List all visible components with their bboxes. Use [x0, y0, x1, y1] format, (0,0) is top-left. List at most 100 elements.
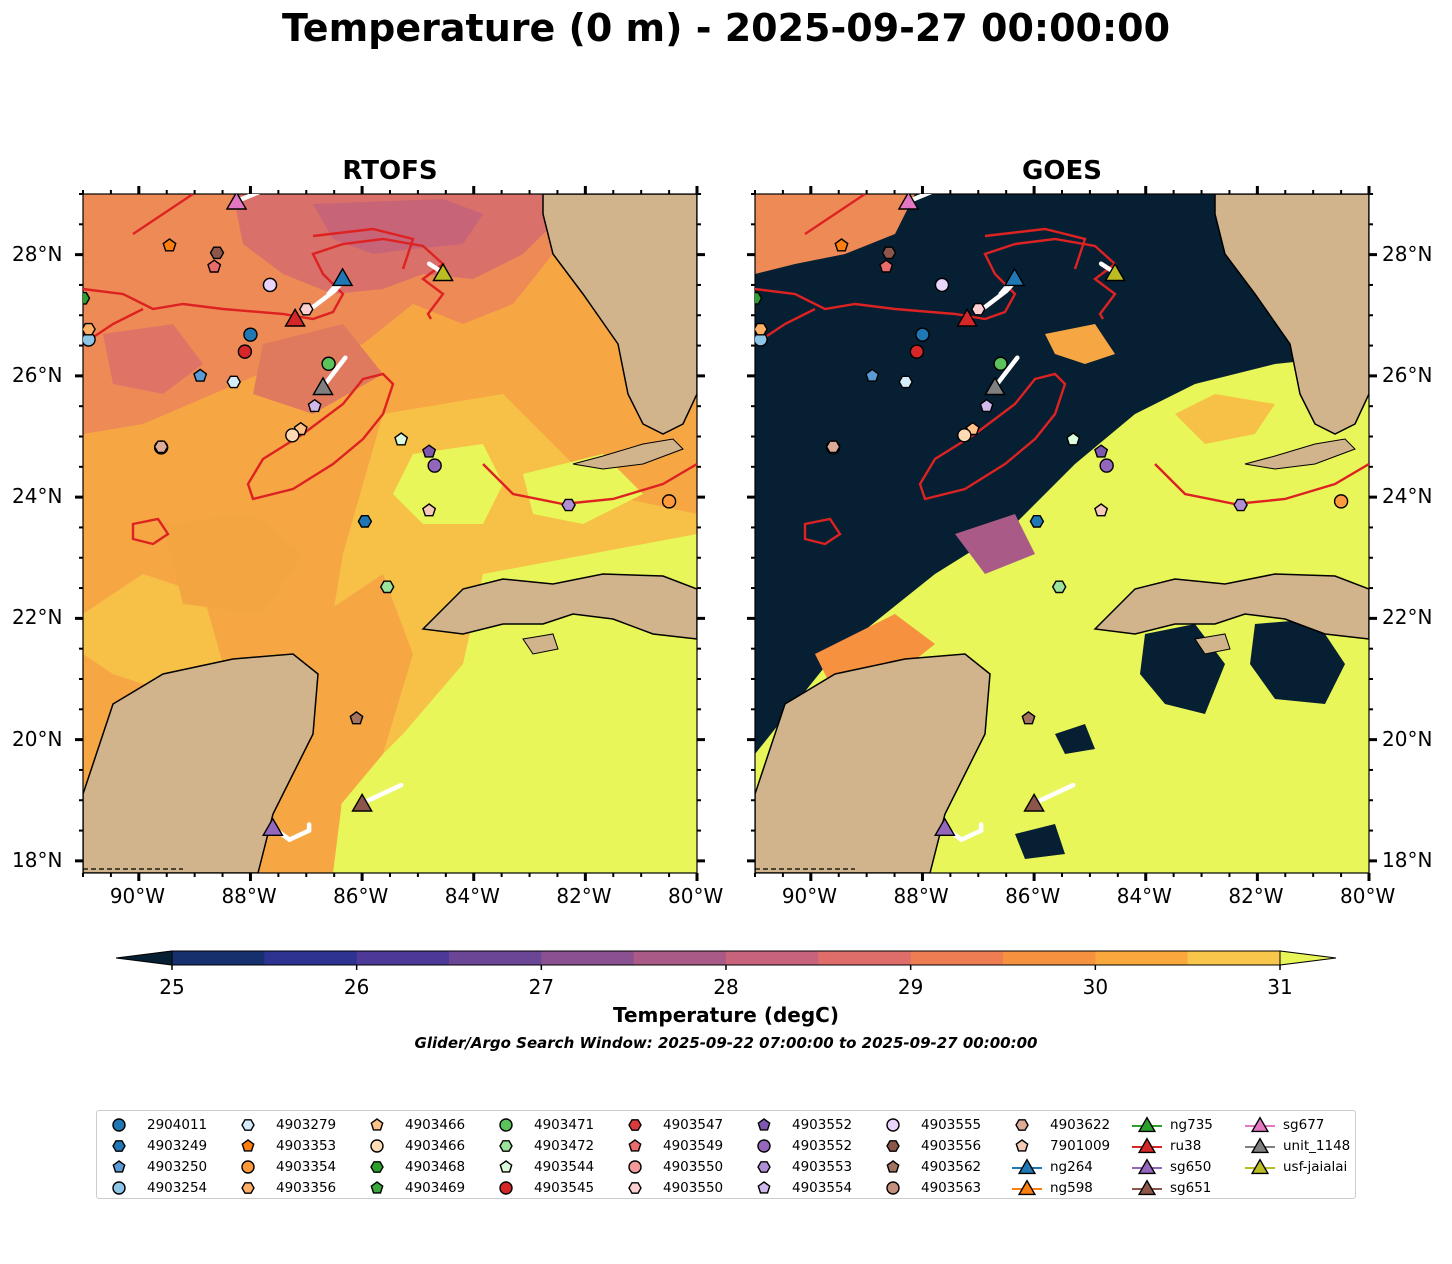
legend-label: 4903471 [534, 1117, 595, 1133]
legend-label: 4903469 [405, 1180, 466, 1196]
legend-marker-icon [886, 1160, 900, 1173]
legend-marker-icon [1245, 1116, 1275, 1133]
lat-label-left: 18°N [12, 847, 63, 872]
colorbar-tick-label: 30 [1082, 975, 1109, 999]
argo-float-4903544 [1066, 432, 1081, 446]
goes-yucatan [755, 653, 991, 873]
legend-label: 4903356 [276, 1180, 337, 1196]
legend-marker-icon [1132, 1158, 1162, 1175]
legend-item: 4903471 [496, 1115, 594, 1135]
legend-item: 4903356 [238, 1178, 336, 1198]
legend-item: usf-jaialai [1245, 1157, 1347, 1177]
legend-item: 4903469 [367, 1178, 465, 1198]
legend-label: ru38 [1170, 1138, 1202, 1154]
legend-marker-icon [370, 1139, 384, 1153]
warm-core-contour [83, 237, 445, 321]
lon-label: 82°W [1228, 884, 1284, 908]
legend-label: 4903279 [276, 1117, 337, 1133]
goes-east-30 [1175, 394, 1275, 444]
legend-label: sg650 [1170, 1159, 1212, 1175]
lon-label: 88°W [893, 884, 949, 908]
legend-marker-icon [112, 1140, 126, 1152]
legend-symbol [757, 1139, 771, 1153]
legend-marker-icon [499, 1181, 513, 1195]
legend-label: ng264 [1050, 1159, 1093, 1175]
argo-float-4903622 [825, 440, 841, 454]
argo-float-4903549 [879, 259, 894, 273]
legend-label: 4903466 [405, 1117, 466, 1133]
lat-label-right: 20°N [1382, 726, 1433, 751]
legend-marker-icon [757, 1139, 771, 1153]
legend-label: usf-jaialai [1283, 1159, 1348, 1175]
glider-marker-sg651 [351, 793, 373, 812]
legend-marker-icon [370, 1118, 384, 1131]
legend-item: ng735 [1132, 1115, 1213, 1135]
legend-label: 4903556 [921, 1138, 982, 1154]
legend-item: sg651 [1132, 1178, 1211, 1198]
argo-float-4903354 [1333, 494, 1349, 509]
rtofs-mid-orange [163, 514, 303, 614]
legend-marker-icon [112, 1181, 126, 1195]
legend-label: 4903555 [921, 1117, 982, 1133]
legend-label: sg651 [1170, 1180, 1212, 1196]
legend-label: 4903554 [792, 1180, 853, 1196]
legend-item: ng598 [1012, 1178, 1093, 1198]
legend-label: 4903468 [405, 1159, 466, 1175]
lat-label-left: 24°N [12, 484, 63, 509]
argo-float-4903468 [755, 291, 763, 305]
legend-label: 4903249 [147, 1138, 208, 1154]
argo-float-4903471 [993, 356, 1008, 371]
legend-label: ng735 [1170, 1117, 1213, 1133]
legend-triangle [1017, 1158, 1037, 1175]
goes-overlays [755, 194, 1369, 843]
argo-float-4903553 [1233, 498, 1248, 512]
legend-label: 4903544 [534, 1159, 595, 1175]
goes-cloud-small [1055, 724, 1095, 754]
legend-label: 4903552 [792, 1117, 853, 1133]
legend-item: 4903552 [754, 1136, 852, 1156]
legend-marker-icon [241, 1119, 255, 1131]
argo-float-4903552 [427, 458, 442, 473]
legend-marker-icon [112, 1160, 126, 1173]
legend-marker-icon [628, 1139, 642, 1152]
lon-label: 90°W [109, 884, 166, 908]
legend-marker-icon [1012, 1158, 1042, 1175]
legend-label: 4903622 [1050, 1117, 1111, 1133]
legend-symbol [499, 1140, 513, 1152]
warm-core-contour [482, 462, 697, 506]
legend-item: 4903250 [109, 1157, 207, 1177]
glider-marker-sg677 [897, 194, 920, 210]
colorbar-segment [818, 951, 912, 965]
legend-label: 4903549 [663, 1138, 724, 1154]
colorbar-segment [1187, 951, 1281, 965]
legend-marker-icon [628, 1119, 642, 1131]
panel-title-goes: GOES [1022, 156, 1102, 186]
argo-float-2904011 [915, 327, 930, 342]
legend-symbol [628, 1160, 642, 1174]
argo-float-4903250 [865, 368, 880, 382]
legend-item: 4903544 [496, 1157, 594, 1177]
axis-ticks [75, 186, 1377, 881]
glider-marker-ng264 [331, 267, 354, 287]
legend-item: 4903472 [496, 1136, 594, 1156]
legend-triangle [1137, 1137, 1157, 1154]
legend-triangle [1137, 1158, 1157, 1175]
warm-core-contour [312, 227, 415, 270]
legend-symbol [886, 1140, 900, 1152]
argo-float-4903356 [83, 322, 96, 336]
argo-float-7901009 [422, 503, 437, 517]
lat-label-right: 18°N [1382, 847, 1433, 872]
legend-marker-icon [370, 1181, 384, 1194]
colorbar-segment [726, 951, 819, 965]
legend-label: 4903553 [792, 1159, 853, 1175]
legend-item: 4903622 [1012, 1115, 1110, 1135]
legend-label: 4903353 [276, 1138, 337, 1154]
lat-label-right: 28°N [1382, 241, 1433, 266]
legend-symbol [886, 1160, 900, 1173]
legend-label: 4903547 [663, 1117, 724, 1133]
legend-triangle [1017, 1179, 1037, 1196]
lat-label-left: 26°N [12, 362, 63, 387]
legend-item: 4903547 [625, 1115, 723, 1135]
argo-float-4903545 [237, 344, 253, 359]
goes-cloud-south [1015, 824, 1065, 859]
